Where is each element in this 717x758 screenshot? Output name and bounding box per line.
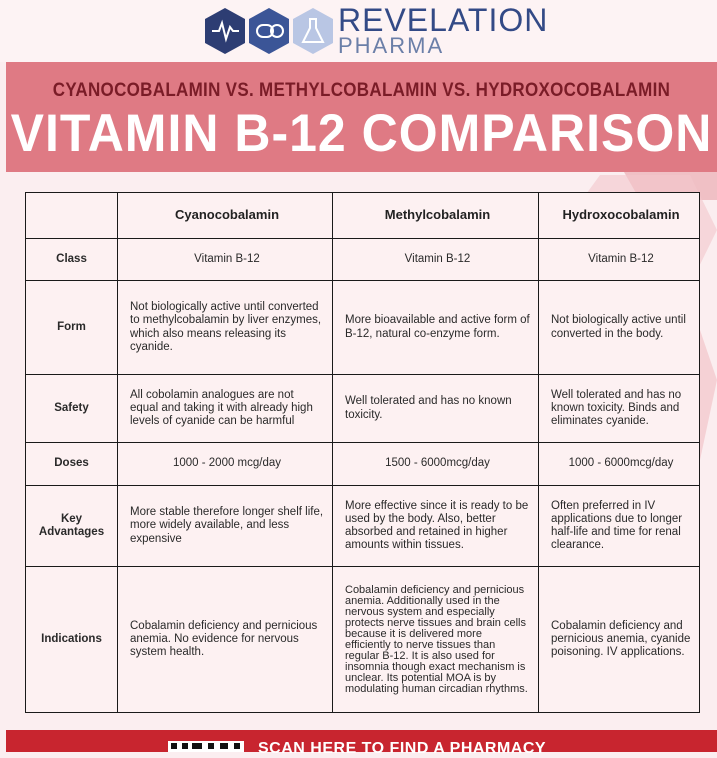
column-header-hydroxocobalamin: Hydroxocobalamin (538, 192, 700, 239)
table-cell: 1000 - 6000mcg/day (538, 442, 700, 486)
pill-hexagon (249, 8, 289, 54)
table-cell: More stable therefore longer shelf life,… (117, 485, 333, 567)
table-cell: Often preferred in IV applications due t… (538, 485, 700, 567)
table-row-class: Class Vitamin B-12 Vitamin B-12 Vitamin … (25, 238, 700, 281)
table-header-row: Cyanocobalamin Methylcobalamin Hydroxoco… (25, 192, 700, 239)
page-title: VITAMIN B-12 COMPARISON (10, 103, 713, 163)
column-header-cyanocobalamin: Cyanocobalamin (117, 192, 333, 239)
flask-hexagon (293, 8, 333, 54)
brand-name: REVELATION (338, 2, 549, 38)
brand-sub: PHARMA (338, 33, 445, 58)
table-cell: 1000 - 2000 mcg/day (117, 442, 333, 486)
row-label: Doses (25, 442, 118, 486)
logo-hexagons (205, 8, 333, 54)
table-cell: Well tolerated and has no known toxicity… (332, 374, 539, 443)
table-cell: Cobalamin deficiency and pernicious anem… (117, 566, 333, 713)
logo-bar: REVELATION PHARMA (0, 0, 717, 62)
table-cell: Cobalamin deficiency and pernicious anem… (332, 566, 539, 713)
table-row-form: Form Not biologically active until conve… (25, 280, 700, 375)
row-label: Key Advantages (25, 485, 118, 567)
footer-cta[interactable]: SCAN HERE TO FIND A PHARMACY (258, 740, 547, 757)
row-label: Form (25, 280, 118, 375)
table-cell: 1500 - 6000mcg/day (332, 442, 539, 486)
comparison-table: Cyanocobalamin Methylcobalamin Hydroxoco… (25, 192, 700, 713)
logo-text: REVELATION PHARMA (338, 4, 548, 57)
table-header-corner (25, 192, 118, 239)
heartbeat-icon (212, 19, 239, 43)
pill-icon (256, 24, 284, 38)
table-cell: Vitamin B-12 (117, 238, 333, 281)
table-cell: More effective since it is ready to be u… (332, 485, 539, 567)
banner-subtitle: CYANOCOBALAMIN VS. METHYLCOBALAMIN VS. H… (52, 78, 671, 101)
title-banner: CYANOCOBALAMIN VS. METHYLCOBALAMIN VS. H… (6, 62, 717, 172)
flask-icon (301, 18, 325, 43)
qr-code-icon[interactable] (168, 741, 244, 752)
row-label: Indications (25, 566, 118, 713)
table-cell: Well tolerated and has no known toxicity… (538, 374, 700, 443)
table-row-doses: Doses 1000 - 2000 mcg/day 1500 - 6000mcg… (25, 442, 700, 486)
row-label: Safety (25, 374, 118, 443)
table-row-indications: Indications Cobalamin deficiency and per… (25, 566, 700, 713)
table-cell: Not biologically active until converted … (117, 280, 333, 375)
table-cell: Vitamin B-12 (332, 238, 539, 281)
table-cell: Vitamin B-12 (538, 238, 700, 281)
column-header-methylcobalamin: Methylcobalamin (332, 192, 539, 239)
table-row-key-advantages: Key Advantages More stable therefore lon… (25, 485, 700, 567)
table-cell: Not biologically active until converted … (538, 280, 700, 375)
table-cell: Cobalamin deficiency and pernicious anem… (538, 566, 700, 713)
table-cell: All cobolamin analogues are not equal an… (117, 374, 333, 443)
table-cell: More bioavailable and active form of B-1… (332, 280, 539, 375)
row-label: Class (25, 238, 118, 281)
table-row-safety: Safety All cobolamin analogues are not e… (25, 374, 700, 443)
